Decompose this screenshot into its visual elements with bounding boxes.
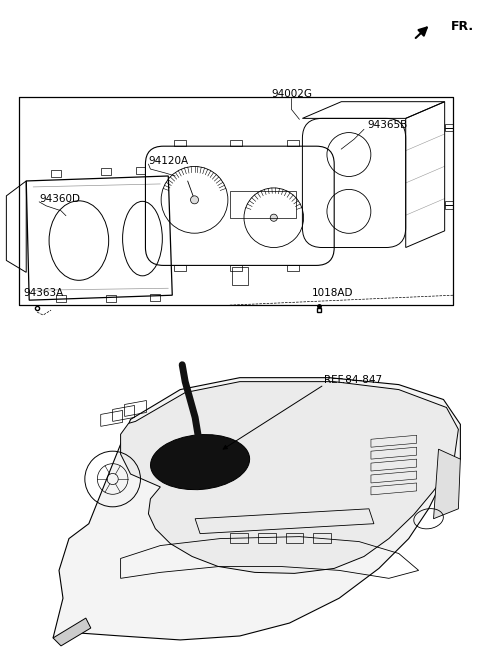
Bar — [232, 267, 248, 285]
Bar — [230, 191, 297, 217]
Text: 94002G: 94002G — [271, 89, 312, 99]
Bar — [56, 295, 66, 302]
Bar — [230, 533, 248, 543]
Polygon shape — [53, 618, 91, 646]
Ellipse shape — [151, 434, 250, 490]
Polygon shape — [433, 449, 460, 518]
Bar — [150, 295, 160, 301]
Polygon shape — [53, 377, 460, 640]
Text: 94120A: 94120A — [148, 156, 189, 166]
Text: 94363A: 94363A — [23, 288, 63, 298]
Bar — [101, 168, 111, 175]
Circle shape — [270, 214, 277, 221]
Bar — [287, 140, 299, 146]
Bar — [313, 533, 331, 543]
Bar — [230, 265, 242, 272]
Bar — [135, 167, 145, 174]
Bar — [287, 265, 299, 272]
Text: 94365B: 94365B — [367, 120, 407, 131]
Bar — [444, 123, 453, 131]
Bar — [230, 140, 242, 146]
Bar — [444, 201, 453, 209]
Bar — [106, 295, 116, 302]
Bar — [174, 140, 186, 146]
Bar — [258, 533, 276, 543]
Bar — [174, 265, 186, 272]
Polygon shape — [120, 381, 458, 573]
Text: 94360D: 94360D — [39, 194, 80, 204]
Text: FR.: FR. — [450, 20, 474, 33]
Text: REF.84-847: REF.84-847 — [324, 375, 383, 385]
Bar — [51, 170, 61, 177]
Text: 1018AD: 1018AD — [312, 288, 353, 298]
Bar — [286, 533, 303, 543]
Circle shape — [191, 196, 199, 204]
